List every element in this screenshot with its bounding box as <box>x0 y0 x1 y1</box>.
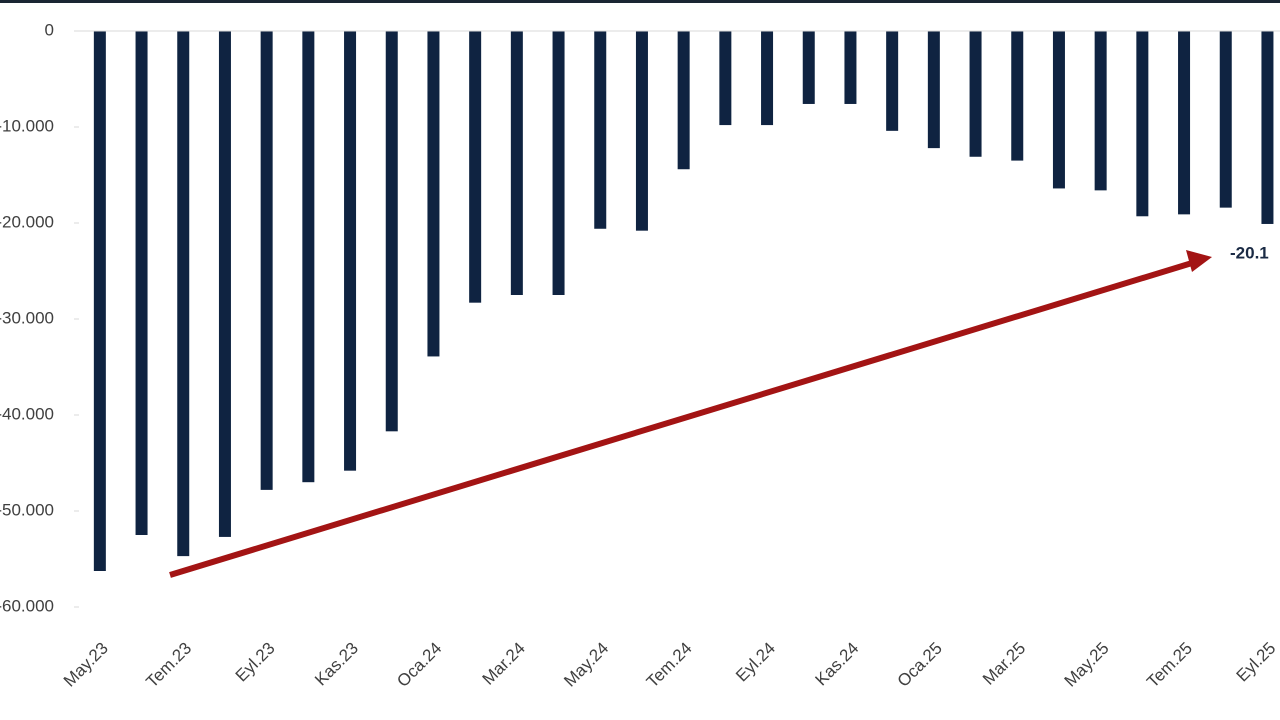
x-tick-label: Kas.23 <box>311 639 362 690</box>
x-tick-label: May.25 <box>1061 639 1113 691</box>
bar <box>93 31 106 571</box>
bar <box>1052 31 1065 189</box>
bar <box>177 31 190 557</box>
annotation: -20.1 <box>1230 243 1269 262</box>
y-tick-label: -10.000 <box>0 116 54 135</box>
x-tick-label: May.24 <box>560 639 612 691</box>
bar <box>344 31 357 471</box>
bar <box>719 31 732 126</box>
bar <box>761 31 774 126</box>
bar <box>677 31 690 170</box>
y-tick-label: -50.000 <box>0 500 54 519</box>
y-tick-label: 0 <box>45 20 54 39</box>
x-tick-label: Eyl.24 <box>732 639 779 686</box>
x-tick-label: Eyl.23 <box>232 639 279 686</box>
bar <box>1136 31 1149 217</box>
bar <box>969 31 982 157</box>
bar <box>552 31 565 295</box>
bar <box>1094 31 1107 191</box>
top-border <box>0 0 1280 3</box>
x-tick-label: Tem.24 <box>643 639 696 692</box>
bar <box>385 31 398 432</box>
bar <box>427 31 440 357</box>
x-tick-label: May.23 <box>60 639 112 691</box>
x-tick-label: Oca.25 <box>894 639 946 691</box>
y-tick-label: -20.000 <box>0 212 54 231</box>
bar <box>1261 31 1274 224</box>
bar <box>886 31 899 131</box>
bar <box>844 31 857 104</box>
bar <box>635 31 648 231</box>
x-tick-label: Tem.23 <box>142 639 195 692</box>
bar <box>927 31 940 149</box>
bar <box>260 31 273 490</box>
bar <box>135 31 148 535</box>
x-tick-label: Eyl.25 <box>1233 639 1280 686</box>
bar <box>1011 31 1024 161</box>
bar <box>802 31 815 104</box>
bar <box>594 31 607 229</box>
arrow-head <box>1186 250 1212 272</box>
x-tick-label: Kas.24 <box>812 639 863 690</box>
x-tick-label: Mar.25 <box>979 639 1029 689</box>
x-tick-label: Tem.25 <box>1143 639 1196 692</box>
bar <box>218 31 231 537</box>
x-tick-label: Oca.24 <box>393 639 445 691</box>
trend-arrow <box>169 260 1193 578</box>
bar <box>302 31 315 483</box>
bar <box>1178 31 1191 215</box>
bar <box>1219 31 1232 208</box>
bar <box>469 31 482 303</box>
y-tick-label: -30.000 <box>0 308 54 327</box>
x-tick-label: Mar.24 <box>479 639 529 689</box>
y-tick-label: -40.000 <box>0 404 54 423</box>
y-tick-label: -60.000 <box>0 596 54 615</box>
bar <box>510 31 523 295</box>
